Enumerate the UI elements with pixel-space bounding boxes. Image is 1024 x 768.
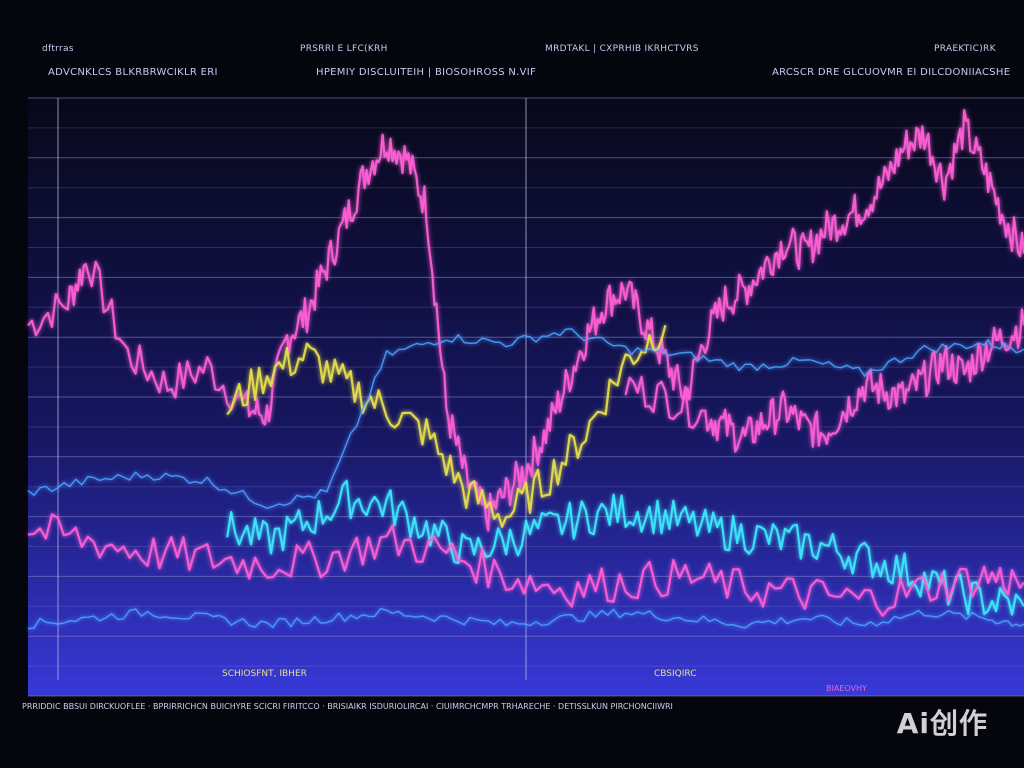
series-line-yellow-2: [226, 324, 667, 528]
series-line-pink-0: [27, 108, 1024, 532]
header-label: ARCSCR DRE GLCUOVMR EI DILCDONIIACSHE: [772, 67, 1011, 78]
series-line-pink-6: [27, 513, 1024, 617]
header-label: ADVCNKLCS BLKRBRWCIKLR ERI: [48, 67, 218, 78]
series-line-blue-5: [27, 608, 1024, 630]
footer-label: CBSIQIRC: [654, 669, 697, 679]
footer-label: SCHIOSFNT, IBHER: [222, 669, 307, 679]
header-label: MRDTAKL | CXPRHIB IKRHCTVRS: [545, 44, 699, 54]
series-line-cyan-3: [226, 479, 1024, 616]
watermark: Ai创作: [896, 707, 988, 740]
header-label: dftrras: [42, 44, 74, 54]
footer-label: BIAEOVHY: [826, 684, 867, 693]
x-axis-text: PRRIDDIC BBSUI DIRCKUOFLEE · BPRIRRICHCN…: [22, 702, 673, 711]
series-line-pink-1: [624, 308, 1024, 453]
header-label: PRAEKTIC)RK: [934, 44, 996, 54]
series-line-blue-4: [27, 328, 1024, 509]
header-label: PRSRRI E LFC(KRH: [300, 44, 388, 54]
series-group: [27, 108, 1024, 630]
header-label: HPEMIY DISCLUITEIH | BIOSOHROSS N.VIF: [316, 67, 537, 78]
grid-lines: [28, 97, 1024, 697]
